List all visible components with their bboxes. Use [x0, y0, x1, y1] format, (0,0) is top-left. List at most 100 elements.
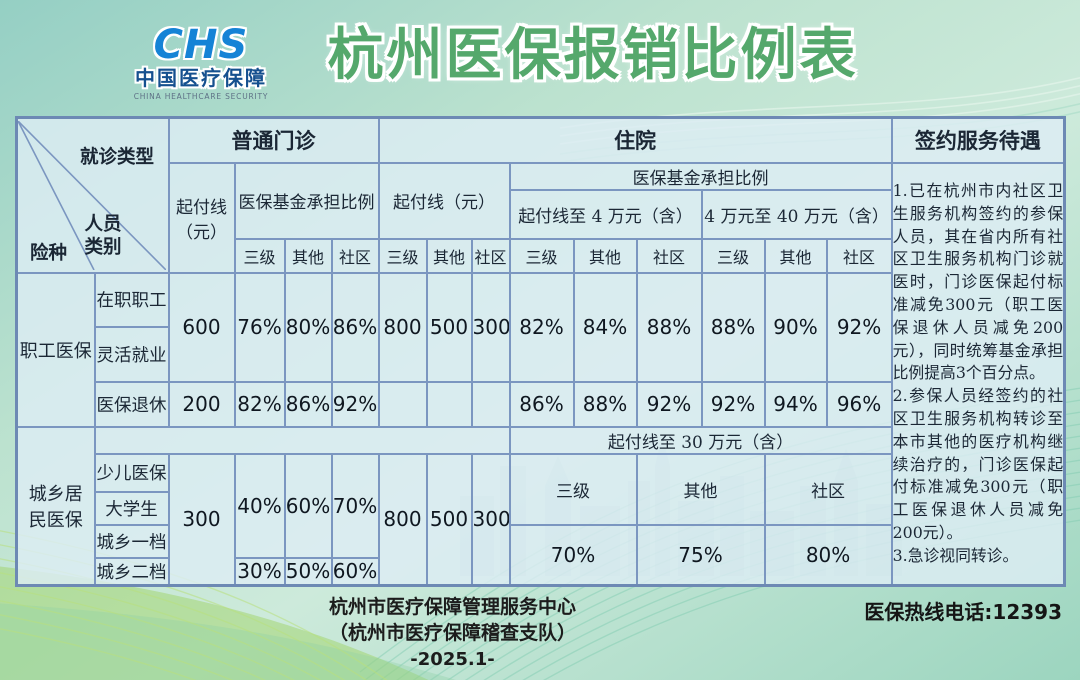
employee-outpatient-ratio: 86%: [330, 271, 380, 383]
empty-cell: [93, 425, 511, 455]
resident-outpatient-deductible: 300: [167, 452, 236, 587]
resident-inpatient-ratio: 70%: [508, 523, 638, 587]
resident-inpatient-deductible: 300: [470, 452, 511, 587]
tier-other: 其他: [572, 237, 638, 274]
employee-inpatient-deductible: 300: [470, 271, 511, 383]
outpatient-header: 普通门诊: [167, 116, 380, 164]
employee-inpatient-deductible: 500: [425, 271, 473, 383]
footer-hotline: 医保热线电话:12393: [864, 600, 1062, 624]
tier-other: 其他: [425, 237, 473, 274]
resident-tier-community: 社区: [763, 452, 893, 526]
tier-community: 社区: [635, 237, 703, 274]
chs-logo-abbr: CHS: [153, 22, 249, 68]
chs-logo-name-cn: 中国医疗保障: [135, 66, 267, 90]
tier-community: 社区: [470, 237, 511, 274]
diagonal-lines: [18, 120, 166, 270]
employee-outpatient-ratio: 80%: [283, 271, 333, 383]
employee-inpatient-ratio-retired: 86%: [508, 380, 575, 428]
employee-outpatient-deductible-retired: 200: [167, 380, 236, 428]
corner-box: 就诊类型 人员类别 险种: [18, 120, 167, 270]
table-row: 大学生: [17, 490, 1065, 526]
footer-org-line2: （杭州市医疗保障稽查支队）: [328, 622, 576, 644]
note-3: 3.急诊视同转诊。: [892, 545, 1019, 565]
corner-insurance-type-label: 险种: [30, 242, 68, 264]
empty-cell: [377, 380, 428, 428]
table-row: 起付线（元） 医保基金承担比例 起付线（元） 医保基金承担比例 1.已在杭州市内…: [17, 161, 1066, 587]
resident-outpatient-ratio: 60%: [283, 452, 333, 559]
empty-cell: [425, 380, 473, 428]
row-label-flexible-employment: 灵活就业: [93, 325, 170, 383]
employee-inpatient-ratio: 84%: [572, 271, 638, 383]
row-label-resident-tier2: 城乡二档: [93, 556, 170, 587]
footer-org-line1: 杭州市医疗保障管理服务中心: [328, 596, 576, 618]
employee-inpatient-deductible: 800: [377, 271, 428, 383]
table-row: 三级 其他 社区 三级 其他 社区 三级 其他 社区 三级 其他 社区: [17, 237, 1065, 274]
table-row: 城乡二档 30% 50% 60%: [17, 556, 1065, 587]
empty-cell: [470, 380, 511, 428]
resident-outpatient-ratio-tier2: 30%: [233, 556, 286, 587]
corner-visit-type-label: 就诊类型: [80, 146, 155, 168]
employee-insurance-label: 职工医保: [15, 271, 96, 428]
signed-service-header: 签约服务待遇: [890, 116, 1066, 164]
employee-inpatient-ratio: 90%: [763, 271, 828, 383]
resident-outpatient-ratio: 70%: [330, 452, 380, 559]
employee-inpatient-ratio-retired: 88%: [572, 380, 638, 428]
employee-outpatient-deductible-active: 600: [167, 271, 236, 383]
range-to-40k-header: 起付线至 4 万元（含）: [508, 188, 703, 240]
employee-inpatient-ratio: 88%: [700, 271, 766, 383]
resident-inpatient-ratio: 80%: [763, 523, 893, 587]
table-row: 灵活就业: [17, 325, 1065, 383]
resident-inpatient-deductible: 500: [425, 452, 473, 587]
row-label-children: 少儿医保: [93, 452, 170, 493]
tier-community: 社区: [825, 237, 893, 274]
employee-inpatient-ratio-retired: 92%: [700, 380, 766, 428]
employee-outpatient-ratio-retired: 82%: [233, 380, 286, 428]
resident-outpatient-ratio-tier2: 50%: [283, 556, 333, 587]
outpatient-fund-ratio-header: 医保基金承担比例: [233, 161, 380, 240]
row-label-resident-tier1: 城乡一档: [93, 523, 170, 559]
chs-logo: CHS 中国医疗保障 CHINA HEALTHCARE SECURITY: [126, 24, 276, 101]
table-row: 起付线至 4 万元（含） 4 万元至 40 万元（含）: [17, 188, 1065, 240]
tier-community: 社区: [330, 237, 380, 274]
resident-tier-other: 其他: [635, 452, 766, 526]
employee-outpatient-ratio-retired: 92%: [330, 380, 380, 428]
corner-diagonal-cell: 就诊类型 人员类别 险种: [15, 116, 170, 274]
tier-l3: 三级: [233, 237, 286, 274]
table-row: 少儿医保 300 40% 60% 70% 800 500 300 三级 其他 社…: [17, 452, 1065, 587]
employee-inpatient-ratio: 92%: [825, 271, 893, 383]
tier-l3: 三级: [377, 237, 428, 274]
employee-inpatient-ratio: 82%: [508, 271, 575, 383]
range-40k-400k-header: 4 万元至 40 万元（含）: [700, 188, 893, 240]
note-2: 2.参保人员经签约的社区卫生服务机构转诊至本市其他的医疗机构继续治疗的，门诊医保…: [892, 386, 1064, 542]
resident-insurance-label: 城乡居民医保: [15, 425, 96, 587]
outpatient-deductible-header: 起付线（元）: [167, 161, 236, 274]
resident-outpatient-ratio-tier2: 60%: [330, 556, 380, 587]
inpatient-header: 住院: [377, 116, 893, 164]
footer-org-block: 杭州市医疗保障管理服务中心 （杭州市医疗保障稽查支队） -2025.1-: [15, 594, 890, 673]
inpatient-fund-ratio-header: 医保基金承担比例: [508, 161, 893, 191]
signed-service-notes: 1.已在杭州市内社区卫生服务机构签约的参保人员，其在省内所有社区卫生服务机构门诊…: [890, 161, 1066, 587]
resident-outpatient-ratio: 40%: [233, 452, 286, 559]
inpatient-deductible-header: 起付线（元）: [377, 161, 511, 240]
tier-l3: 三级: [508, 237, 575, 274]
tier-other: 其他: [283, 237, 333, 274]
employee-inpatient-ratio-retired: 96%: [825, 380, 893, 428]
range-to-300k-header: 起付线至 30 万元（含）: [508, 425, 893, 455]
tier-l3: 三级: [700, 237, 766, 274]
table-row: 城乡居民医保 起付线至 30 万元（含）: [15, 425, 1065, 587]
resident-tier-l3: 三级: [508, 452, 638, 526]
row-label-college-student: 大学生: [93, 490, 170, 526]
table-row: 职工医保 在职职工 600 76% 80% 86% 800 500 300 82…: [15, 271, 1065, 428]
reimbursement-table: 就诊类型 人员类别 险种 普通门诊 住院 签约服务待遇 起付线（元） 医保基金承…: [15, 116, 1067, 587]
tier-other: 其他: [763, 237, 828, 274]
table-row: 就诊类型 人员类别 险种 普通门诊 住院 签约服务待遇: [15, 116, 1066, 274]
employee-inpatient-ratio-retired: 92%: [635, 380, 703, 428]
footer-date: -2025.1-: [410, 649, 495, 670]
row-label-retired: 医保退休: [93, 380, 170, 428]
chs-logo-name-en: CHINA HEALTHCARE SECURITY: [133, 92, 269, 101]
table-row: 城乡一档 70% 75% 80%: [17, 523, 1065, 587]
resident-inpatient-deductible: 800: [377, 452, 428, 587]
employee-outpatient-ratio: 76%: [233, 271, 286, 383]
employee-inpatient-ratio: 88%: [635, 271, 703, 383]
note-1: 1.已在杭州市内社区卫生服务机构签约的参保人员，其在省内所有社区卫生服务机构门诊…: [892, 180, 1064, 383]
